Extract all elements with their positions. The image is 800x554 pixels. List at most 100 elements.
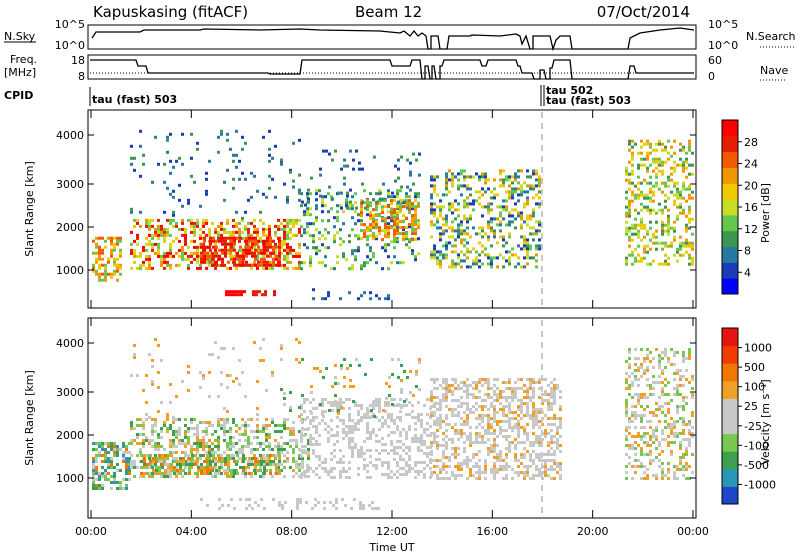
range-gate-cell	[266, 454, 269, 457]
range-gate-cell	[116, 239, 119, 243]
range-gate-cell	[133, 254, 136, 258]
range-gate-cell	[436, 459, 439, 462]
range-gate-cell	[286, 427, 289, 430]
range-gate-cell	[643, 432, 646, 435]
range-gate-cell	[157, 442, 160, 445]
range-gate-cell	[95, 457, 98, 460]
range-gate-cell	[175, 457, 178, 460]
range-gate-cell	[469, 408, 472, 411]
range-gate-cell	[673, 474, 676, 477]
range-gate-cell	[439, 444, 442, 447]
range-gate-cell	[402, 214, 405, 218]
range-gate-cell	[448, 235, 451, 239]
range-gate-cell	[478, 390, 481, 393]
range-gate-cell	[154, 230, 157, 234]
range-gate-cell	[688, 262, 691, 266]
range-gate-cell	[231, 293, 234, 297]
range-gate-cell	[145, 413, 148, 416]
range-gate-cell	[346, 191, 349, 195]
range-gate-cell	[199, 457, 202, 460]
range-gate-cell	[289, 227, 292, 231]
range-gate-cell	[372, 198, 375, 202]
range-gate-cell	[493, 256, 496, 260]
range-gate-cell	[673, 393, 676, 396]
range-gate-cell	[526, 396, 529, 399]
range-gate-cell	[211, 353, 214, 356]
range-gate-cell	[351, 216, 354, 220]
range-gate-cell	[520, 211, 523, 215]
range-gate-cell	[436, 205, 439, 209]
range-gate-cell	[113, 481, 116, 484]
range-gate-cell	[667, 244, 670, 248]
range-gate-cell	[682, 453, 685, 456]
range-gate-cell	[193, 245, 196, 249]
range-gate-cell	[508, 259, 511, 263]
range-gate-cell	[220, 227, 223, 231]
range-gate-cell	[125, 460, 128, 463]
range-gate-cell	[433, 381, 436, 384]
range-gate-cell	[664, 241, 667, 245]
range-gate-cell	[218, 254, 221, 258]
range-gate-cell	[202, 221, 205, 225]
range-gate-cell	[682, 456, 685, 459]
range-gate-cell	[535, 453, 538, 456]
range-gate-cell	[358, 364, 361, 367]
range-gate-cell	[304, 475, 307, 478]
range-gate-cell	[372, 214, 375, 218]
power-colorbar-label: Power [dB]	[759, 183, 772, 243]
range-gate-cell	[175, 433, 178, 436]
range-gate-cell	[375, 205, 378, 209]
range-gate-cell	[172, 457, 175, 460]
range-gate-cell	[673, 139, 676, 143]
range-gate-cell	[628, 357, 631, 360]
range-gate-cell	[433, 253, 436, 257]
range-gate-cell	[664, 351, 667, 354]
range-gate-cell	[499, 453, 502, 456]
range-gate-cell	[511, 441, 514, 444]
range-gate-cell	[631, 163, 634, 167]
range-gate-cell	[393, 211, 396, 215]
range-gate-cell	[241, 147, 244, 151]
range-gate-cell	[529, 381, 532, 384]
range-gate-cell	[520, 217, 523, 221]
range-gate-cell	[448, 241, 451, 245]
range-gate-cell	[274, 224, 277, 228]
range-gate-cell	[247, 424, 250, 427]
range-gate-cell	[556, 387, 559, 390]
range-gate-cell	[481, 187, 484, 191]
range-gate-cell	[228, 293, 231, 297]
range-gate-cell	[643, 369, 646, 372]
range-gate-cell	[387, 229, 390, 233]
range-gate-cell	[420, 425, 423, 428]
range-gate-cell	[292, 224, 295, 228]
range-gate-cell	[175, 236, 178, 240]
range-gate-cell	[244, 439, 247, 442]
range-gate-cell	[475, 417, 478, 420]
range-gate-cell	[457, 438, 460, 441]
range-gate-cell	[646, 139, 649, 143]
range-gate-cell	[691, 378, 694, 381]
range-gate-cell	[336, 440, 339, 443]
range-gate-cell	[393, 404, 396, 407]
range-gate-cell	[277, 451, 280, 454]
velocity-xlabel: Time UT	[368, 541, 414, 554]
range-gate-cell	[315, 198, 318, 202]
range-gate-cell	[508, 447, 511, 450]
range-gate-cell	[484, 232, 487, 236]
range-gate-cell	[529, 226, 532, 230]
range-gate-cell	[649, 438, 652, 441]
range-gate-cell	[289, 445, 292, 448]
range-gate-cell	[187, 198, 190, 202]
range-gate-cell	[418, 361, 421, 364]
range-gate-cell	[535, 414, 538, 417]
range-gate-cell	[655, 148, 658, 152]
range-gate-cell	[315, 428, 318, 431]
range-gate-cell	[526, 169, 529, 173]
range-gate-cell	[333, 216, 336, 220]
range-gate-cell	[250, 448, 253, 451]
range-gate-cell	[172, 218, 175, 222]
range-gate-cell	[298, 138, 301, 142]
range-gate-cell	[176, 460, 179, 463]
range-gate-cell	[372, 413, 375, 416]
range-gate-cell	[281, 507, 284, 510]
